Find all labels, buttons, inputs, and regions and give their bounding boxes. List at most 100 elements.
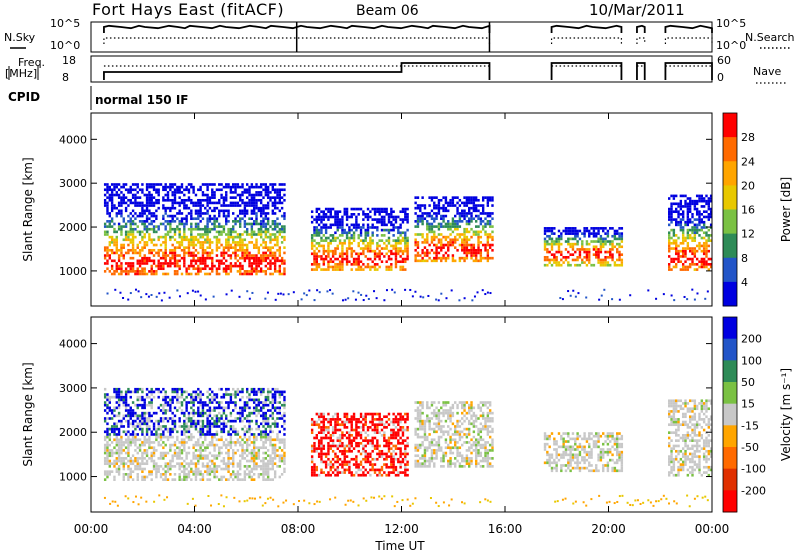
echo-cell [130,444,132,447]
echo-cell [244,407,246,410]
echo-cell [265,465,267,468]
echo-cell [169,407,171,410]
echo-cell [320,439,322,442]
echo-cell [106,433,108,436]
echo-cell [178,473,180,476]
echo-cell [244,231,246,234]
echo-cell [607,240,609,243]
echo-cell [327,429,329,432]
echo-cell [164,252,166,255]
echo-cell [181,199,183,202]
echo-cell [473,249,475,252]
echo-cell [118,204,120,207]
echo-cell [348,226,350,229]
echo-cell [162,236,164,239]
echo-cell [225,199,227,202]
echo-cell [544,264,546,267]
near-range-echo [611,298,613,300]
echo-cell [230,420,232,423]
echo-cell [440,257,442,260]
echo-cell [691,216,693,219]
echo-cell [362,210,364,213]
echo-cell [123,217,125,220]
echo-cell [459,257,461,260]
echo-cell [151,220,153,223]
echo-cell [192,425,194,428]
echo-cell [237,236,239,239]
echo-cell [137,468,139,471]
echo-cell [318,426,320,429]
echo-cell [611,243,613,246]
echo-cell [279,446,281,449]
echo-cell [313,226,315,229]
cpid-label: CPID [8,90,40,104]
echo-cell [141,212,143,215]
echo-cell [353,237,355,240]
echo-cell [111,441,113,444]
echo-cell [269,454,271,457]
echo-cell [185,407,187,410]
echo-cell [167,430,169,433]
echo-cell [234,186,236,189]
echo-cell [378,208,380,211]
echo-cell [283,446,285,449]
echo-cell [265,191,267,194]
echo-cell [388,268,390,271]
echo-cell [694,252,696,255]
noise-tick-low-right: 10^0 [716,39,746,52]
echo-cell [404,239,406,242]
echo-cell [137,231,139,234]
echo-cell [332,216,334,219]
echo-cell [374,226,376,229]
echo-cell [237,476,239,479]
echo-cell [283,260,285,263]
echo-cell [255,220,257,223]
echo-cell [111,241,113,244]
near-range-echo [451,289,453,291]
echo-cell [265,260,267,263]
echo-cell [283,438,285,441]
echo-cell [160,444,162,447]
echo-cell [188,415,190,418]
nave-tick-low: 0 [717,71,724,84]
echo-cell [181,409,183,412]
echo-cell [195,267,197,270]
echo-cell [241,217,243,220]
echo-cell [708,234,710,237]
echo-cell [118,441,120,444]
echo-cell [569,245,571,248]
echo-cell [155,210,157,213]
echo-cell [116,215,118,218]
near-range-echo [316,289,318,291]
echo-cell [169,430,171,433]
echo-cell [248,436,250,439]
echo-cell [316,252,318,255]
echo-cell [491,236,493,239]
echo-cell [225,422,227,425]
echo-cell [433,207,435,210]
echo-cell [162,252,164,255]
echo-cell [452,217,454,220]
echo-cell [283,225,285,228]
echo-cell [311,445,313,448]
echo-cell [139,212,141,215]
beam-label: Beam 06 [356,3,419,19]
echo-cell [230,399,232,402]
echo-cell [487,202,489,205]
echo-cell [220,231,222,234]
echo-cell [230,244,232,247]
echo-cell [383,221,385,224]
echo-cell [246,401,248,404]
echo-cell [171,417,173,420]
echo-cell [544,240,546,243]
echo-cell [206,241,208,244]
echo-cell [225,244,227,247]
echo-cell [677,213,679,216]
echo-cell [265,415,267,418]
echo-cell [388,237,390,240]
echo-cell [144,267,146,270]
echo-cell [202,244,204,247]
echo-cell [127,252,129,255]
echo-cell [137,396,139,399]
echo-cell [691,258,693,261]
